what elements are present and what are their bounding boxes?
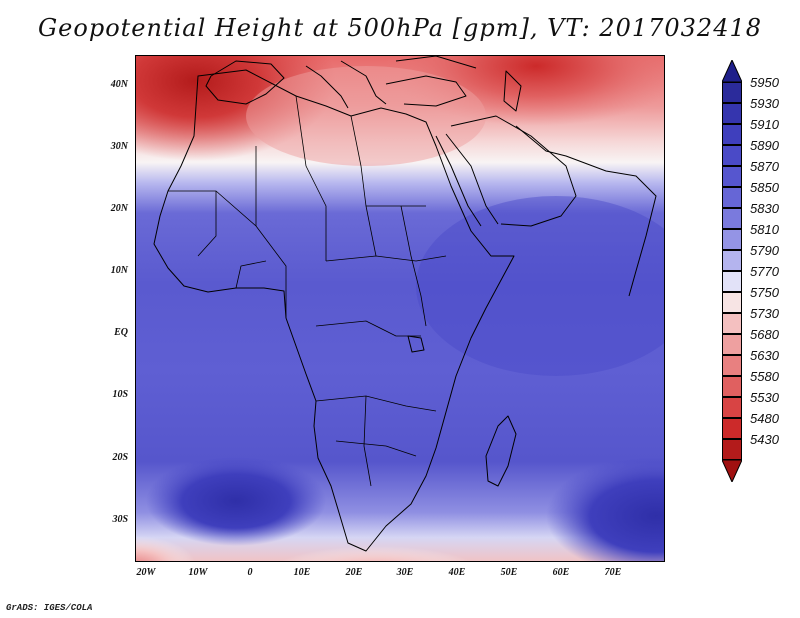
colorbar-label: 5830 <box>750 201 779 216</box>
colorbar-label: 5480 <box>750 411 779 426</box>
colorbar-cell <box>722 355 742 376</box>
colorbar-cell <box>722 124 742 145</box>
lon-label-20w: 20W <box>136 567 156 578</box>
colorbar-label: 5750 <box>750 285 779 300</box>
colorbar-label: 5930 <box>750 96 779 111</box>
lat-label-20s: 20S <box>112 452 128 463</box>
grads-credit: GrADS: IGES/COLA <box>6 603 93 613</box>
colorbar-label: 5530 <box>750 390 779 405</box>
lat-label-30n: 30N <box>110 141 128 152</box>
colorbar-cell <box>722 418 742 439</box>
colorbar-label: 5890 <box>750 138 779 153</box>
lat-label-30s: 30S <box>112 514 128 525</box>
colorbar-cell <box>722 187 742 208</box>
colorbar-label: 5810 <box>750 222 779 237</box>
lat-label-20n: 20N <box>110 203 128 214</box>
lon-label-0: 0 <box>247 567 253 578</box>
lon-label-50e: 50E <box>500 567 518 578</box>
colorbar-cell <box>722 313 742 334</box>
lat-label-10s: 10S <box>112 389 128 400</box>
colorbar-label: 5790 <box>750 243 779 258</box>
low-southwest-pink <box>136 536 196 561</box>
colorbar-cell <box>722 103 742 124</box>
colorbar-cell <box>722 439 742 460</box>
colorbar-cell <box>722 250 742 271</box>
colorbar-label: 5870 <box>750 159 779 174</box>
lat-label-40n: 40N <box>110 79 128 90</box>
lon-label-10e: 10E <box>293 567 311 578</box>
map-plot-area <box>135 55 665 562</box>
colorbar-bottom-arrow <box>722 460 742 482</box>
map-title: Geopotential Height at 500hPa [gpm], VT:… <box>38 14 762 42</box>
colorbar-label: 5680 <box>750 327 779 342</box>
coastlines <box>153 56 657 552</box>
colorbar-label: 5850 <box>750 180 779 195</box>
colorbar-label: 5950 <box>750 75 779 90</box>
lat-label-10n: 10N <box>110 265 128 276</box>
trough-indian-ocean <box>416 196 664 376</box>
colorbar-cell <box>722 397 742 418</box>
colorbar-cell <box>722 271 742 292</box>
high-south-indian <box>546 456 664 561</box>
lon-label-70e: 70E <box>604 567 622 578</box>
lat-label-eq: EQ <box>114 327 128 338</box>
low-south-pink <box>280 546 472 561</box>
colorbar-cell <box>722 145 742 166</box>
lon-label-40e: 40E <box>448 567 466 578</box>
colorbar-label: 5910 <box>750 117 779 132</box>
colorbar-cell <box>722 82 742 103</box>
colorbar-cell <box>722 292 742 313</box>
lon-label-10w: 10W <box>188 567 208 578</box>
colorbar-label: 5580 <box>750 369 779 384</box>
lon-label-30e: 30E <box>396 567 414 578</box>
colorbar-cell <box>722 166 742 187</box>
colorbar-cell <box>722 229 742 250</box>
colorbar-label: 5770 <box>750 264 779 279</box>
colorbar-cell <box>722 334 742 355</box>
colorbar-label: 5630 <box>750 348 779 363</box>
colorbar-cell <box>722 208 742 229</box>
colorbar-cell <box>722 376 742 397</box>
colorbar-label: 5730 <box>750 306 779 321</box>
colorbar-top-arrow <box>722 60 742 82</box>
high-south-atlantic <box>146 456 326 546</box>
ridge-mediterranean <box>246 66 486 166</box>
lon-label-60e: 60E <box>552 567 570 578</box>
lon-label-20e: 20E <box>345 567 363 578</box>
colorbar-label: 5430 <box>750 432 779 447</box>
